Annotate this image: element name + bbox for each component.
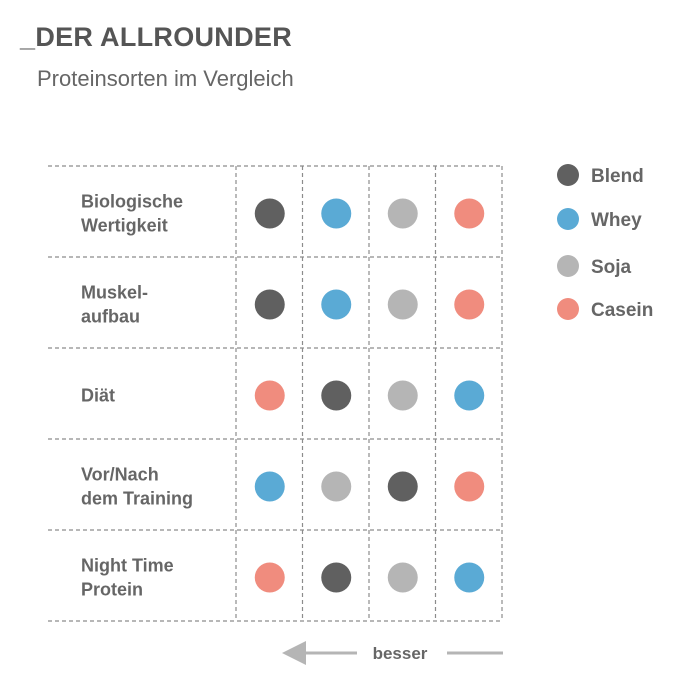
dot-casein [454, 471, 485, 502]
legend-swatch-whey [557, 208, 579, 230]
dot-blend [387, 471, 418, 502]
row-label: Biologische Wertigkeit [81, 192, 183, 236]
dot-soja [387, 198, 418, 229]
row-label: Vor/Nach dem Training [81, 465, 193, 509]
legend-label-casein: Casein [591, 300, 653, 321]
legend-label-blend: Blend [591, 166, 644, 187]
dot-casein [254, 380, 285, 411]
row-label: Muskel-aufbau [81, 283, 148, 327]
ranking-dots [254, 198, 485, 593]
legend-swatch-blend [557, 164, 579, 186]
legend-swatch-soja [557, 255, 579, 277]
chart-subtitle: Proteinsorten im Vergleich [37, 66, 294, 91]
dot-whey [321, 289, 352, 320]
legend-label-soja: Soja [591, 257, 632, 278]
dot-blend [254, 198, 285, 229]
dot-blend [321, 380, 352, 411]
legend-swatch-casein [557, 298, 579, 320]
dot-whey [321, 198, 352, 229]
dot-casein [454, 289, 485, 320]
legend: Blend Whey Soja Casein [557, 164, 653, 321]
better-axis: besser [282, 641, 503, 665]
dot-soja [387, 289, 418, 320]
dot-whey [454, 562, 485, 593]
chart-title: _DER ALLROUNDER [20, 22, 293, 52]
dot-blend [321, 562, 352, 593]
row-label: Diät [81, 386, 115, 406]
dot-soja [321, 471, 352, 502]
arrow-left-icon [282, 641, 306, 665]
row-label: Night Time Protein [81, 556, 174, 600]
dot-blend [254, 289, 285, 320]
row-labels: Biologische Wertigkeit Muskel-aufbau Diät Vo… [81, 192, 193, 600]
dot-whey [454, 380, 485, 411]
axis-label: besser [373, 644, 428, 663]
dot-soja [387, 380, 418, 411]
chart-grid [48, 165, 503, 622]
dot-soja [387, 562, 418, 593]
legend-label-whey: Whey [591, 210, 642, 231]
dot-whey [254, 471, 285, 502]
dot-casein [254, 562, 285, 593]
dot-casein [454, 198, 485, 229]
